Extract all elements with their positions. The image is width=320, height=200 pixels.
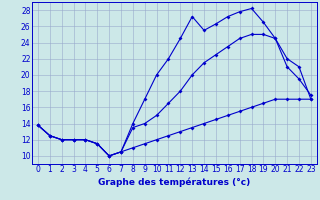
X-axis label: Graphe des températures (°c): Graphe des températures (°c) [98,177,251,187]
